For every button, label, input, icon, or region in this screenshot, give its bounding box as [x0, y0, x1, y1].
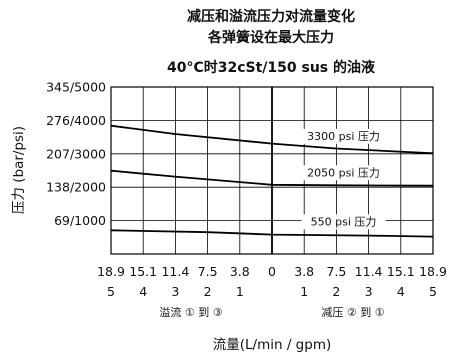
x-tick-label-lpm: 3.8	[230, 264, 250, 279]
x-tick-label-lpm: 7.5	[326, 264, 346, 279]
x-tick-label-lpm: 0	[268, 264, 276, 279]
series-label-bg	[301, 165, 386, 181]
chart-subtitle: 40°C时32cSt/150 sus 的油液	[167, 59, 376, 76]
x-tick-label-lpm: 15.1	[387, 264, 415, 279]
series-lines: 3300 psi 压力 2050 psi 压力 550 psi 压力	[110, 124, 434, 238]
y-tick-label: 69/1000	[54, 213, 106, 228]
x-tick-label-gpm: 5	[107, 284, 115, 299]
x-tick-label-lpm: 11.4	[355, 264, 383, 279]
series-label-bg	[301, 214, 386, 230]
series-line	[110, 124, 434, 155]
series-label: 3300 psi 压力	[307, 130, 380, 143]
y-tick-label: 345/5000	[46, 80, 106, 95]
y-tick-label: 276/4000	[46, 113, 106, 128]
series-line	[110, 169, 434, 187]
section-label-reducing: 减压 ② 到 ①	[321, 306, 384, 319]
chart-title-line-2: 各弹簧设在最大压力	[207, 29, 334, 46]
x-tick-label-lpm: 11.4	[161, 264, 189, 279]
x-tick-label-gpm: 4	[397, 284, 405, 299]
series-label: 2050 psi 压力	[307, 166, 380, 179]
series-label-bg	[301, 128, 386, 144]
x-tick-labels: 18.9 5 15.1 4 11.4 3 7.5 2 3.8 1 0 3.8 1 7.5 2 11.4 3 15.…	[97, 264, 447, 299]
series-line	[110, 229, 434, 238]
x-tick-label-gpm: 3	[171, 284, 179, 299]
y-tick-label: 207/3000	[46, 146, 106, 161]
x-tick-label-lpm: 18.9	[97, 264, 125, 279]
series-label: 550 psi 压力	[311, 215, 377, 228]
x-tick-label-lpm: 3.8	[294, 264, 314, 279]
x-tick-label-gpm: 5	[429, 284, 437, 299]
x-tick-label-gpm: 4	[139, 284, 147, 299]
x-tick-label-lpm: 18.9	[419, 264, 447, 279]
x-tick-label-gpm: 3	[365, 284, 373, 299]
x-axis-label: 流量(L/min / gpm)	[213, 337, 331, 353]
y-tick-labels: 69/1000 138/2000 207/3000 276/4000 345/5000	[46, 80, 106, 229]
section-label-relief: 溢流 ① 到 ③	[159, 305, 222, 319]
x-tick-label-gpm: 1	[236, 284, 244, 299]
x-tick-label-gpm: 2	[332, 284, 340, 299]
x-tick-label-lpm: 7.5	[198, 264, 218, 279]
y-axis-label: 压力 (bar/psi)	[11, 126, 27, 214]
chart-title-line-1: 减压和溢流压力对流量变化	[187, 8, 355, 25]
x-tick-label-gpm: 2	[204, 284, 212, 299]
y-tick-label: 138/2000	[46, 180, 106, 195]
x-tick-label-gpm: 1	[300, 284, 308, 299]
x-tick-label-lpm: 15.1	[129, 264, 157, 279]
